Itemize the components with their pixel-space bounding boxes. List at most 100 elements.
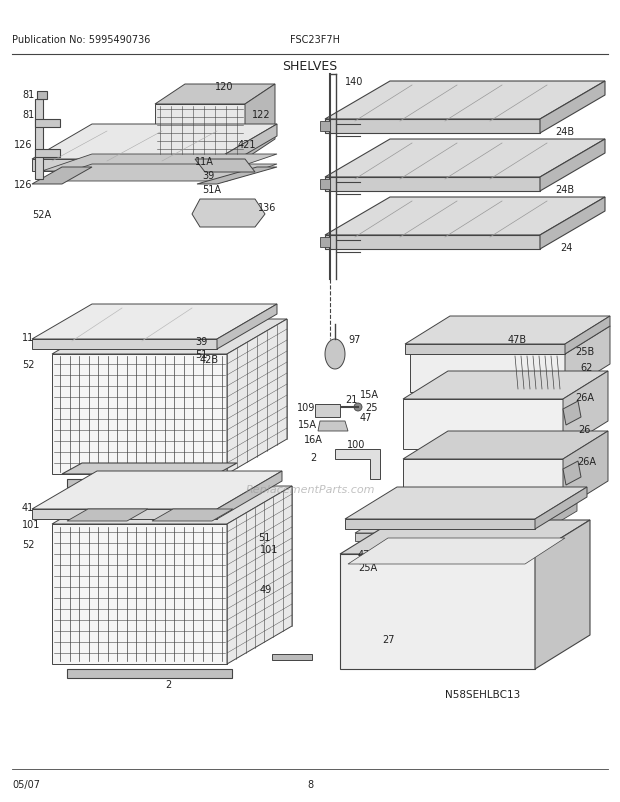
Text: 21: 21	[345, 395, 357, 404]
Text: 51A: 51A	[202, 184, 221, 195]
Polygon shape	[35, 150, 60, 158]
Polygon shape	[155, 105, 245, 160]
Text: 2: 2	[310, 452, 316, 463]
Polygon shape	[540, 82, 605, 134]
Text: 120: 120	[215, 82, 234, 92]
Polygon shape	[67, 509, 148, 521]
Polygon shape	[192, 200, 265, 228]
Polygon shape	[340, 520, 590, 554]
Polygon shape	[355, 504, 577, 533]
Polygon shape	[348, 538, 565, 565]
Polygon shape	[405, 345, 565, 354]
Text: 51: 51	[195, 350, 207, 359]
Polygon shape	[32, 472, 282, 509]
Polygon shape	[320, 122, 330, 132]
Text: 52A: 52A	[32, 210, 51, 220]
Polygon shape	[217, 305, 277, 350]
Polygon shape	[535, 520, 590, 669]
Polygon shape	[410, 326, 610, 354]
Polygon shape	[315, 404, 340, 418]
Text: 81: 81	[22, 110, 34, 119]
Text: 24: 24	[560, 243, 572, 253]
Polygon shape	[403, 399, 563, 449]
Polygon shape	[325, 140, 605, 178]
Text: 47B: 47B	[508, 334, 527, 345]
Text: 81: 81	[22, 90, 34, 100]
Text: 25B: 25B	[575, 346, 594, 357]
Polygon shape	[52, 320, 287, 354]
Polygon shape	[410, 354, 565, 392]
Polygon shape	[325, 198, 605, 236]
Text: SHELVES: SHELVES	[282, 60, 338, 74]
Polygon shape	[403, 431, 608, 460]
Text: 52: 52	[22, 359, 35, 370]
Polygon shape	[403, 460, 563, 509]
Polygon shape	[325, 82, 605, 119]
Text: 27: 27	[382, 634, 394, 644]
Text: 39: 39	[195, 337, 207, 346]
Polygon shape	[563, 371, 608, 449]
Text: ReplacementParts.com: ReplacementParts.com	[246, 484, 374, 494]
Polygon shape	[565, 317, 610, 354]
Text: 42B: 42B	[200, 354, 219, 365]
Polygon shape	[35, 100, 43, 180]
Polygon shape	[355, 533, 527, 541]
Polygon shape	[318, 422, 348, 431]
Text: 2: 2	[165, 679, 171, 689]
Text: 24B: 24B	[555, 127, 574, 137]
Polygon shape	[535, 488, 587, 529]
Ellipse shape	[323, 407, 331, 414]
Polygon shape	[335, 449, 380, 480]
Text: 109: 109	[297, 403, 316, 412]
Polygon shape	[227, 320, 287, 475]
Text: 16A: 16A	[304, 435, 323, 444]
Text: 126: 126	[14, 180, 32, 190]
Polygon shape	[32, 339, 217, 350]
Text: 101: 101	[260, 545, 278, 554]
Text: 25: 25	[365, 403, 378, 412]
Text: 101: 101	[22, 520, 40, 529]
Polygon shape	[340, 554, 535, 669]
Polygon shape	[32, 509, 217, 520]
Polygon shape	[325, 119, 540, 134]
Polygon shape	[152, 509, 233, 521]
Polygon shape	[325, 178, 540, 192]
Polygon shape	[227, 486, 292, 664]
Polygon shape	[32, 160, 217, 172]
Text: FSC23F7H: FSC23F7H	[290, 35, 340, 45]
Text: 62: 62	[580, 363, 592, 373]
Text: 26A: 26A	[577, 456, 596, 467]
Polygon shape	[345, 520, 535, 529]
Polygon shape	[325, 339, 345, 370]
Circle shape	[354, 403, 362, 411]
Polygon shape	[42, 155, 277, 172]
Polygon shape	[52, 486, 292, 525]
Polygon shape	[197, 168, 277, 184]
Polygon shape	[52, 354, 227, 475]
Polygon shape	[540, 198, 605, 249]
Polygon shape	[563, 402, 581, 426]
Text: N58SEHLBC13: N58SEHLBC13	[445, 689, 520, 699]
Polygon shape	[67, 480, 232, 488]
Text: 140: 140	[345, 77, 363, 87]
Polygon shape	[272, 654, 312, 660]
Polygon shape	[563, 461, 581, 485]
Polygon shape	[52, 525, 227, 664]
Text: 25A: 25A	[358, 562, 377, 573]
Text: 126: 126	[14, 140, 32, 150]
Text: 15A: 15A	[360, 390, 379, 399]
Polygon shape	[32, 305, 277, 339]
Polygon shape	[35, 119, 60, 128]
Text: 11A: 11A	[195, 157, 214, 167]
Text: 47A: 47A	[358, 549, 377, 559]
Text: 47: 47	[360, 412, 373, 423]
Polygon shape	[42, 164, 277, 182]
Polygon shape	[527, 504, 577, 541]
Polygon shape	[345, 488, 587, 520]
Polygon shape	[62, 464, 237, 475]
Polygon shape	[217, 472, 282, 520]
Text: 26A: 26A	[575, 392, 594, 403]
Text: 15A: 15A	[298, 419, 317, 429]
Text: 05/07: 05/07	[12, 779, 40, 789]
Polygon shape	[32, 125, 277, 160]
